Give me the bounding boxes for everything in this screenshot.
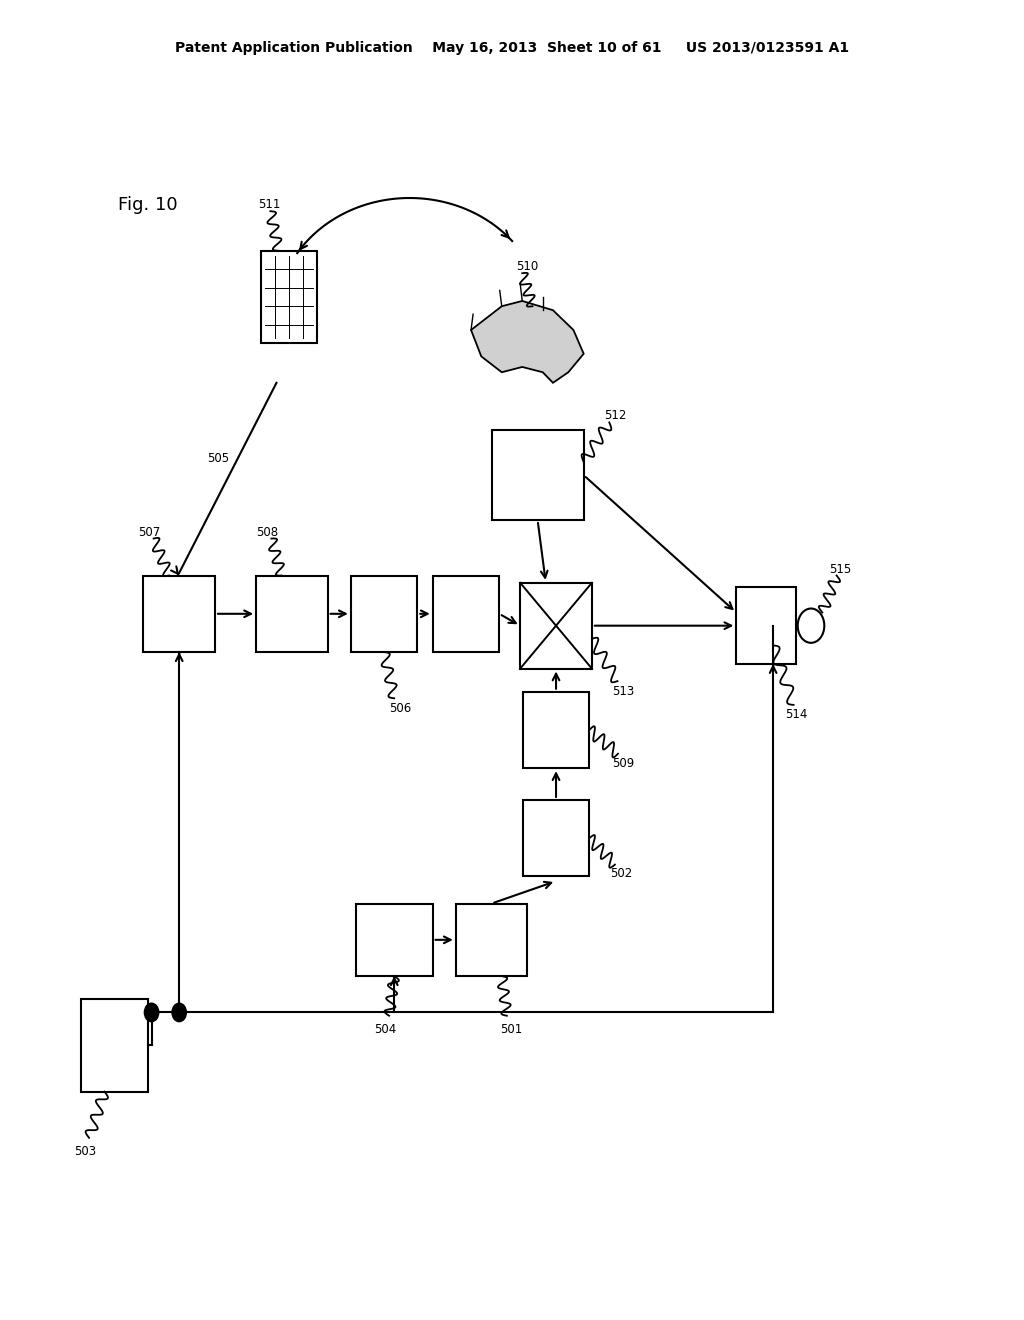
Bar (350, 576, 418, 652)
Text: 510: 510 (516, 260, 539, 273)
Text: 505: 505 (207, 451, 229, 465)
Text: 509: 509 (612, 756, 634, 770)
Bar (523, 800, 590, 876)
Text: 503: 503 (74, 1144, 96, 1158)
Bar (260, 251, 316, 343)
Bar (456, 904, 527, 977)
Circle shape (144, 1003, 159, 1022)
Text: 508: 508 (256, 525, 279, 539)
Text: 507: 507 (138, 525, 161, 539)
Bar (143, 576, 215, 652)
Text: 513: 513 (612, 685, 635, 698)
Text: Patent Application Publication    May 16, 2013  Sheet 10 of 61     US 2013/01235: Patent Application Publication May 16, 2… (175, 41, 849, 54)
Circle shape (172, 1003, 186, 1022)
Bar (523, 692, 590, 768)
Bar (520, 583, 592, 668)
Text: 511: 511 (258, 198, 281, 211)
Text: 512: 512 (604, 409, 627, 422)
Polygon shape (471, 301, 584, 383)
Bar (492, 430, 584, 520)
Text: 506: 506 (389, 702, 412, 715)
Text: 514: 514 (785, 708, 808, 721)
Text: 502: 502 (610, 867, 632, 880)
Bar (256, 576, 328, 652)
Text: 501: 501 (500, 1023, 522, 1035)
Text: Fig. 10: Fig. 10 (118, 195, 177, 214)
Bar (356, 904, 433, 977)
Bar (82, 999, 148, 1092)
Bar (736, 587, 796, 664)
Text: 504: 504 (374, 1023, 396, 1035)
Bar (432, 576, 500, 652)
Text: 515: 515 (829, 562, 852, 576)
